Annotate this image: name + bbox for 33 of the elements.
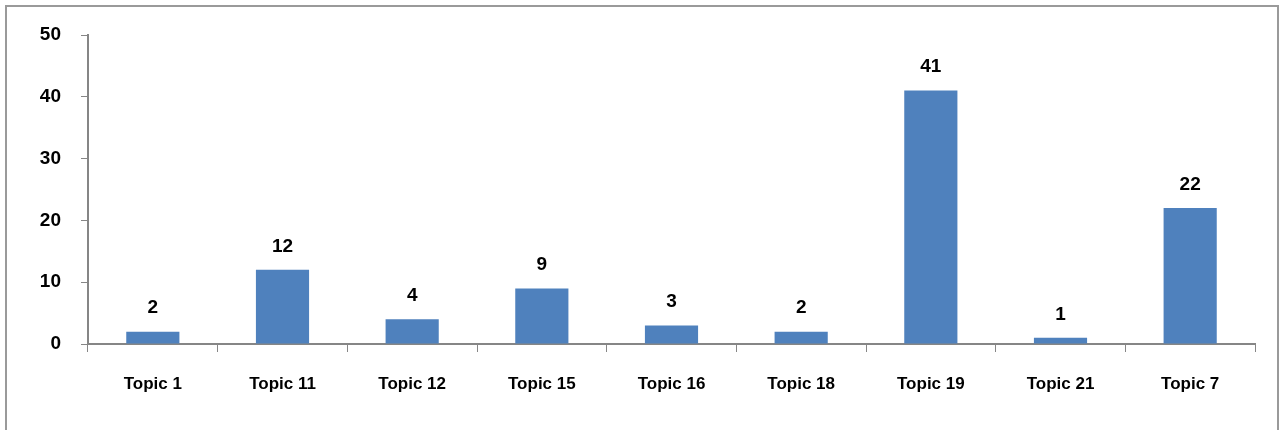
y-tick-label: 10 bbox=[39, 270, 61, 292]
y-tick-label: 20 bbox=[39, 208, 61, 230]
bar bbox=[904, 90, 958, 344]
bar bbox=[385, 319, 439, 344]
x-tick-label: Topic 18 bbox=[767, 373, 836, 393]
y-tick-label: 40 bbox=[39, 85, 61, 107]
y-tick-label: 50 bbox=[39, 23, 61, 45]
data-label: 41 bbox=[920, 55, 942, 77]
data-label: 4 bbox=[406, 284, 418, 306]
data-label: 2 bbox=[795, 296, 807, 318]
x-tick-label: Topic 21 bbox=[1026, 373, 1095, 393]
bar bbox=[1163, 208, 1217, 344]
x-tick-label: Topic 11 bbox=[249, 373, 316, 393]
bar bbox=[126, 331, 180, 344]
x-tick-label: Topic 16 bbox=[637, 373, 706, 393]
bar bbox=[1033, 337, 1088, 344]
data-label: 2 bbox=[147, 296, 159, 318]
x-tick-label: Topic 19 bbox=[896, 373, 965, 393]
data-label: 9 bbox=[536, 253, 548, 275]
y-tick-label: 0 bbox=[50, 332, 61, 354]
x-tick-label: Topic 1 bbox=[123, 373, 182, 393]
data-label: 12 bbox=[271, 234, 294, 256]
x-tick-label: Topic 12 bbox=[378, 373, 447, 393]
bar bbox=[515, 288, 569, 344]
x-tick-label: Topic 7 bbox=[1161, 373, 1220, 393]
bar bbox=[255, 269, 310, 344]
bar bbox=[774, 331, 828, 344]
bar bbox=[644, 325, 699, 344]
data-label: 1 bbox=[1055, 302, 1067, 324]
data-label: 22 bbox=[1179, 172, 1201, 194]
y-tick-label: 30 bbox=[39, 146, 61, 168]
x-tick-label: Topic 15 bbox=[507, 373, 576, 393]
data-label: 3 bbox=[666, 290, 677, 312]
